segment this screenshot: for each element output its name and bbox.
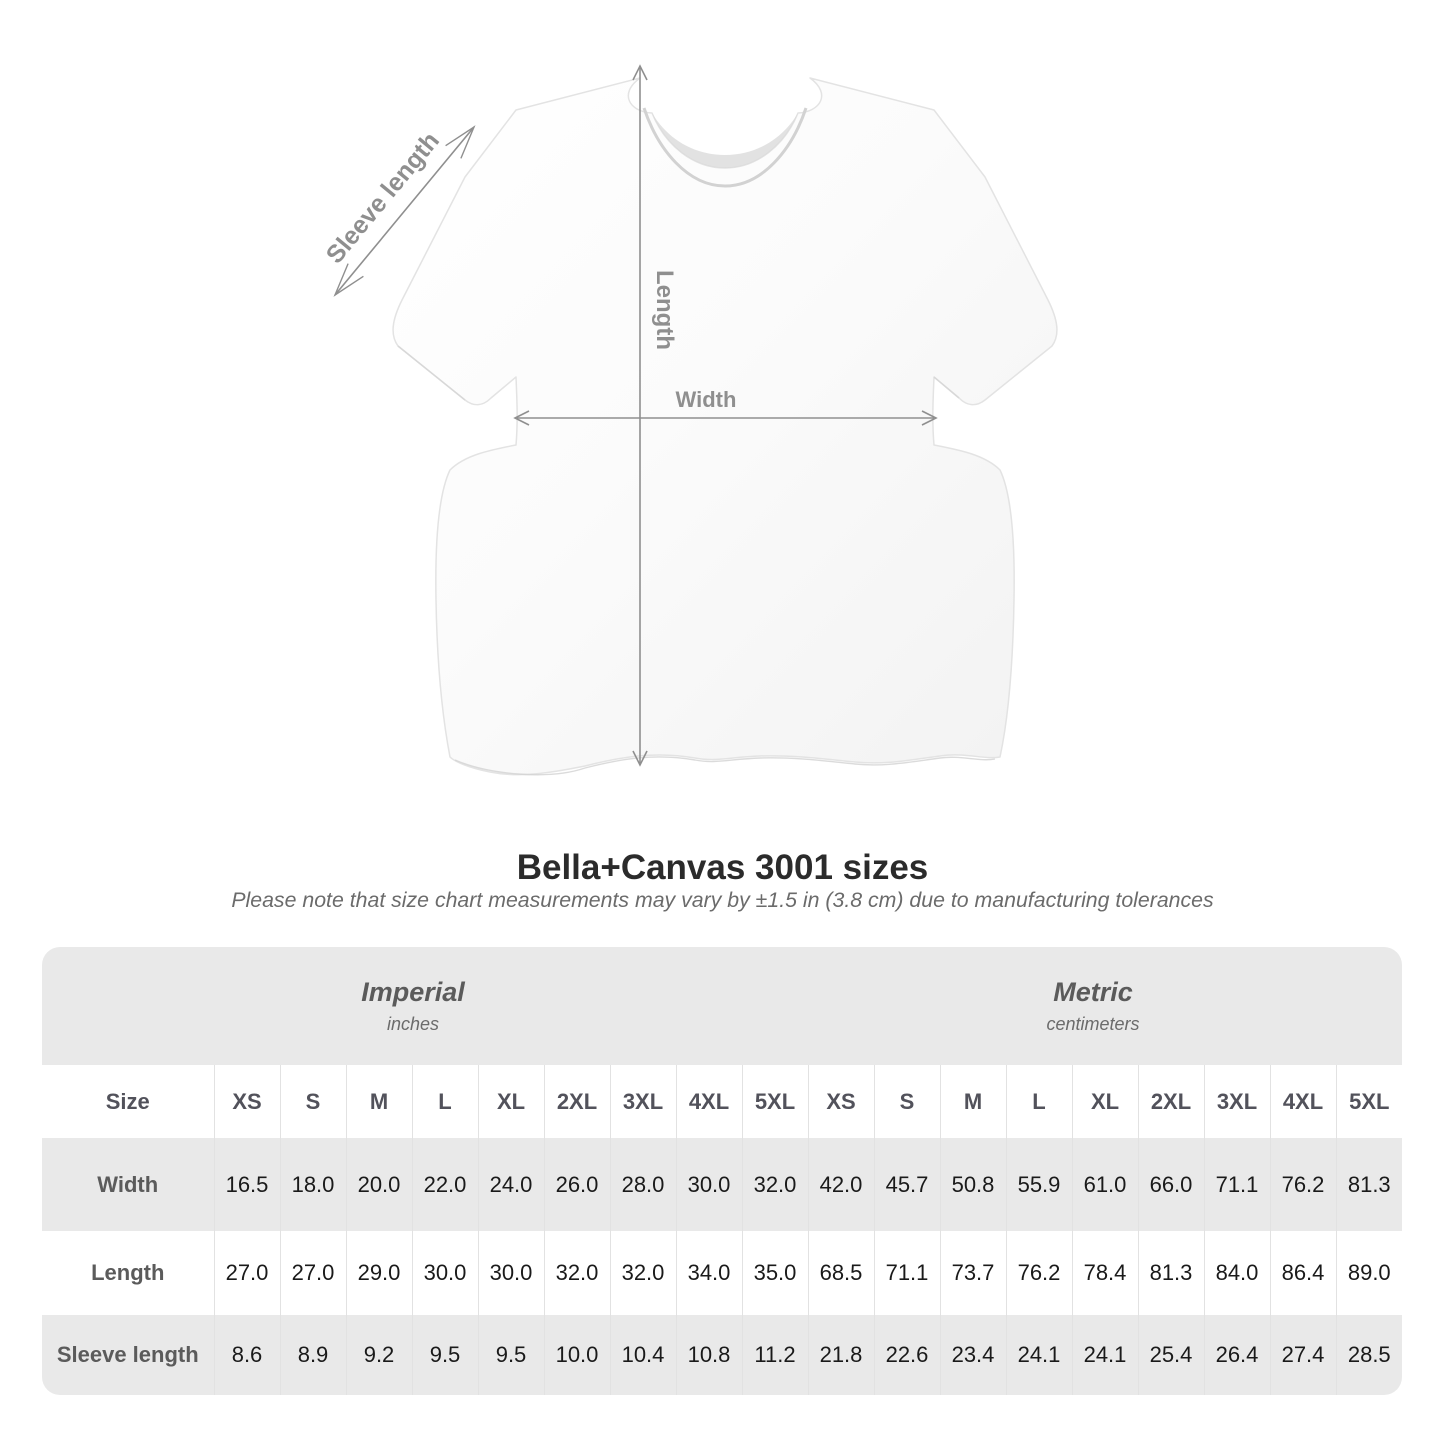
svg-text:Sleeve length: Sleeve length — [321, 127, 445, 269]
svg-text:Width: Width — [676, 387, 737, 412]
svg-text:Length: Length — [651, 270, 678, 350]
